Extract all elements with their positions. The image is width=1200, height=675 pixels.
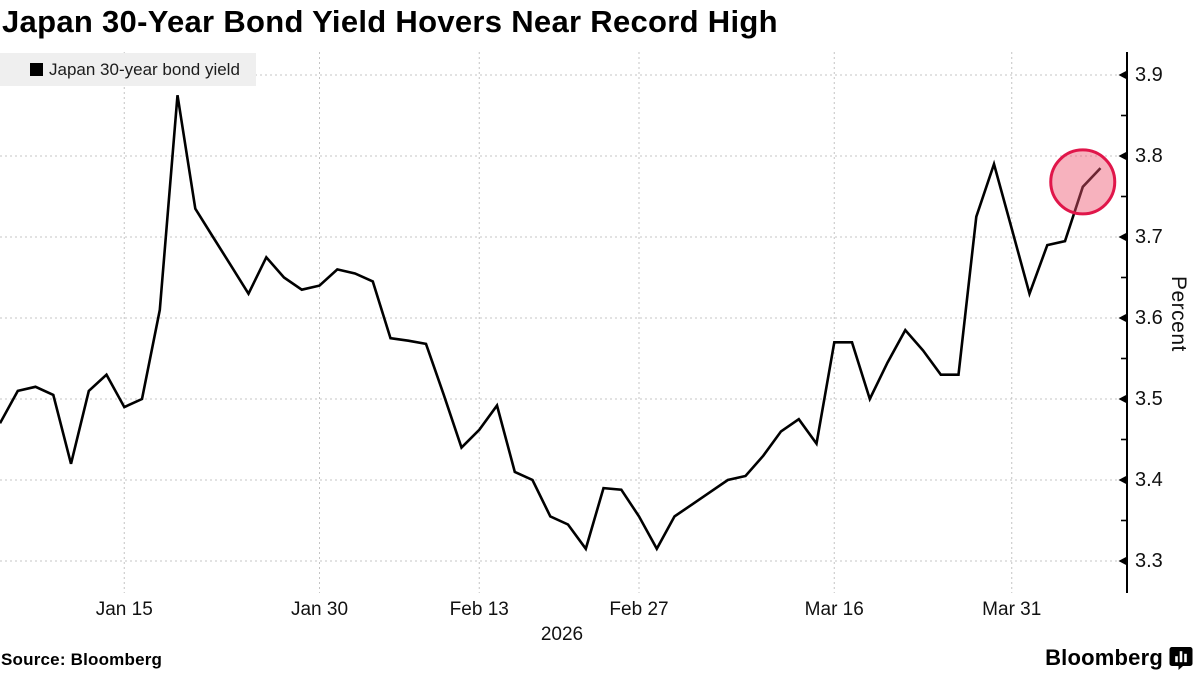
y-tick-label: 3.6 — [1135, 307, 1163, 329]
legend-label: Japan 30-year bond yield — [49, 59, 240, 79]
legend: Japan 30-year bond yield — [0, 53, 256, 86]
x-tick-label: Jan 30 — [290, 599, 349, 620]
y-tick-label: 3.8 — [1135, 145, 1163, 167]
page-title: Japan 30-Year Bond Yield Hovers Near Rec… — [2, 4, 778, 39]
y-major-tick — [1118, 70, 1127, 80]
y-tick-label: 3.5 — [1135, 388, 1163, 410]
y-major-tick — [1118, 556, 1127, 566]
x-tick-label: Feb 13 — [449, 599, 509, 620]
y-tick-label: 3.3 — [1135, 550, 1163, 572]
y-minor-tick — [1121, 114, 1127, 117]
y-major-tick — [1118, 394, 1127, 404]
x-tick-label: Mar 16 — [804, 599, 864, 620]
y-major-tick — [1118, 232, 1127, 242]
x-tick-label: Feb 27 — [609, 599, 669, 620]
y-major-tick — [1118, 313, 1127, 323]
bloomberg-logo: Bloomberg — [1045, 645, 1193, 671]
bloomberg-wordmark: Bloomberg — [1045, 645, 1163, 670]
x-axis-year-label: 2026 — [540, 624, 584, 645]
y-minor-tick — [1121, 357, 1127, 360]
y-tick-label: 3.4 — [1135, 469, 1163, 491]
y-tick-label: 3.9 — [1135, 64, 1163, 86]
y-major-tick — [1118, 151, 1127, 161]
record-high-highlight-circle — [1049, 148, 1117, 216]
legend-swatch-icon — [30, 63, 43, 76]
x-tick-label: Mar 31 — [982, 599, 1042, 620]
y-minor-tick — [1121, 519, 1127, 522]
y-major-tick — [1118, 475, 1127, 485]
y-minor-tick — [1121, 438, 1127, 441]
source-credit: Source: Bloomberg — [1, 650, 163, 669]
bond-yield-series-line — [0, 94, 1102, 552]
y-axis-title: Percent — [1167, 276, 1190, 352]
y-tick-label: 3.7 — [1135, 226, 1163, 248]
x-tick-label: Jan 15 — [95, 599, 153, 620]
y-minor-tick — [1121, 195, 1127, 198]
y-minor-tick — [1121, 276, 1127, 279]
bloomberg-icon — [1169, 647, 1193, 670]
